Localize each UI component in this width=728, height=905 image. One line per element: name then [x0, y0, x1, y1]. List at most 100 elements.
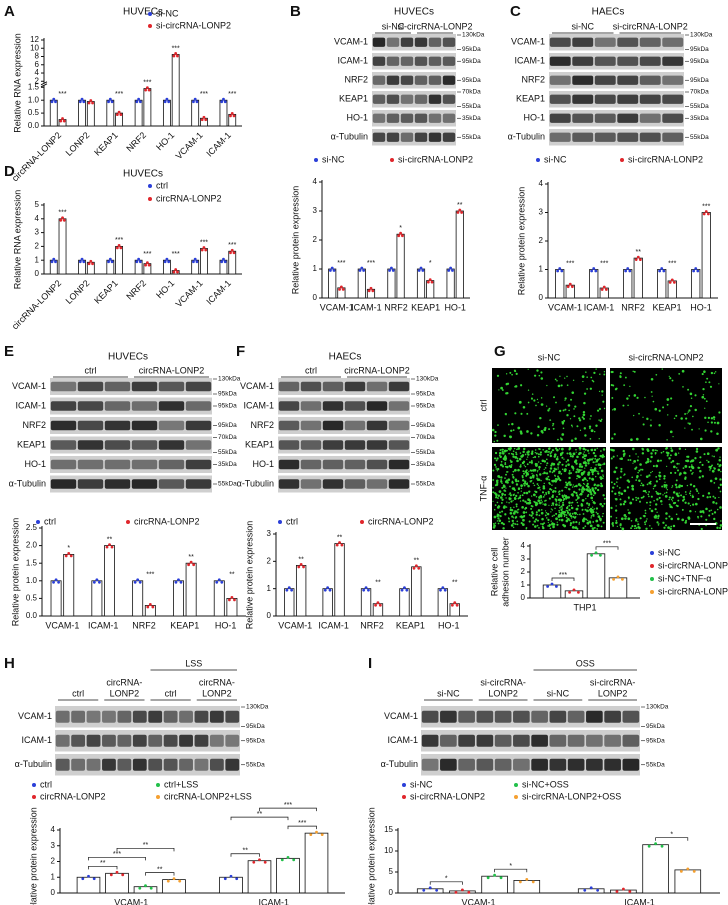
blot-band [617, 94, 639, 104]
blot-band [421, 734, 439, 747]
cell [619, 372, 622, 375]
cell [690, 397, 693, 400]
cell [501, 486, 504, 489]
legend-label: circRNA-LONP2 [40, 791, 106, 801]
cell [579, 429, 582, 432]
replicate-dot [486, 876, 490, 880]
cell [529, 476, 533, 479]
cell [553, 455, 556, 458]
replicate-dot [59, 218, 63, 222]
legend-label: si-circRNA-LONP2 [156, 20, 231, 30]
cell [665, 517, 668, 520]
cell [496, 501, 499, 504]
cell [545, 458, 548, 461]
cell [603, 502, 606, 505]
blot-band [639, 75, 661, 85]
cell [699, 437, 703, 441]
y-tick-label: 2 [539, 236, 544, 245]
blot-band [71, 734, 86, 747]
cell [567, 496, 570, 499]
y-tick-label: 4 [313, 177, 318, 186]
cell [664, 492, 666, 494]
cell [531, 397, 533, 399]
cell [635, 453, 637, 455]
cell [655, 503, 658, 506]
condition-label: LSS [185, 658, 202, 668]
cell [509, 371, 512, 374]
cell [566, 452, 569, 455]
cell [550, 504, 553, 507]
cell [671, 500, 674, 502]
replicate-dot [461, 888, 464, 892]
cell [569, 522, 573, 525]
cell [719, 524, 723, 527]
size-marker: 95kDa [218, 403, 237, 410]
panel-label: G [494, 343, 506, 360]
y-tick-label: 3 [313, 206, 318, 215]
cell [586, 388, 588, 390]
replicate-dot [258, 858, 261, 862]
y-tick-label: 3 [267, 529, 272, 538]
cell [619, 503, 623, 506]
cell [657, 514, 660, 517]
bar [555, 269, 565, 299]
replicate-dot [89, 99, 93, 102]
cell [589, 387, 593, 390]
blot-band [366, 420, 388, 431]
cell [568, 501, 571, 504]
replicate-dot [200, 118, 204, 122]
replicate-dot [110, 545, 114, 549]
bar [623, 269, 633, 299]
blot-band [132, 734, 147, 747]
cell [620, 526, 622, 529]
group-label: si-circRNA- [480, 677, 526, 687]
blot-band [400, 94, 414, 104]
replicate-dot [178, 879, 182, 883]
blot-band [440, 734, 457, 747]
cell [526, 412, 529, 415]
cell [669, 454, 672, 457]
cell [662, 406, 665, 409]
cell [557, 498, 561, 502]
replicate-dot [107, 100, 110, 104]
cell [648, 491, 650, 493]
bar [674, 869, 702, 894]
blot-band [225, 734, 240, 747]
significance-bracket [145, 872, 175, 876]
cell [542, 496, 545, 498]
cell [536, 524, 539, 527]
row-label: HO-1 [24, 459, 46, 469]
replicate-dot [577, 590, 580, 594]
cell [549, 483, 551, 486]
cell [501, 465, 505, 468]
cell [537, 401, 539, 404]
significance: * [67, 545, 70, 552]
cell [502, 523, 505, 526]
cell [587, 473, 590, 476]
cell [552, 525, 555, 529]
significance: ** [298, 556, 304, 563]
cell [574, 526, 578, 529]
cell [571, 455, 574, 458]
blot-band [594, 56, 616, 66]
cell [635, 496, 637, 499]
replicate-dot [78, 260, 82, 264]
blot-band [86, 758, 101, 771]
row-label: ICAM-1 [243, 400, 274, 410]
blot-band [131, 459, 158, 470]
cell [597, 472, 600, 475]
cell [659, 459, 662, 462]
group-label: ctrl [72, 688, 84, 698]
cell [522, 511, 526, 514]
cell [596, 512, 599, 515]
replicate-dot [401, 234, 404, 238]
cell [566, 414, 569, 417]
cell [713, 511, 717, 514]
cell [525, 469, 528, 472]
size-marker: 55kDa [690, 134, 709, 141]
replicate-dot [583, 888, 587, 892]
cell [501, 389, 504, 391]
replicate-dot [405, 588, 409, 592]
cell [552, 462, 556, 466]
bar [200, 248, 208, 275]
